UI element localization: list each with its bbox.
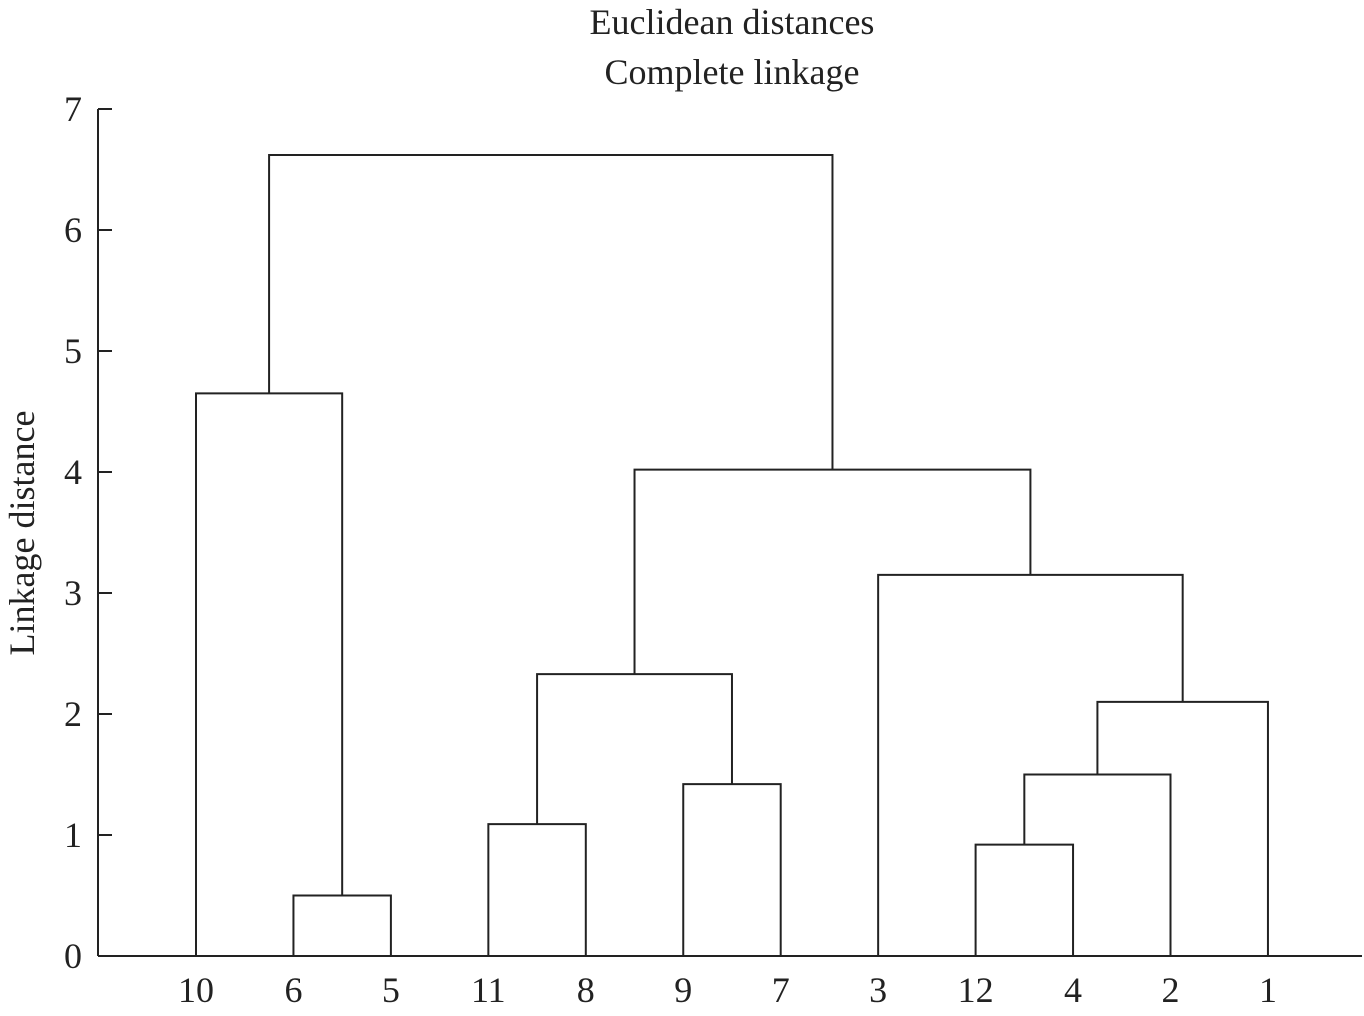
leaf-label: 6 — [284, 970, 302, 1010]
chart-subtitle: Complete linkage — [605, 52, 860, 92]
dendrogram-links — [195, 153, 1269, 956]
y-axis-ticks: 0 1 2 3 4 5 6 7 — [64, 89, 112, 976]
dendrogram-link — [292, 894, 392, 956]
dendrogram-link — [487, 823, 587, 956]
leaf-label: 7 — [772, 970, 790, 1010]
chart-title: Euclidean distances — [590, 2, 875, 42]
y-tick-label: 3 — [64, 573, 82, 613]
dendrogram-link — [633, 468, 1032, 675]
dendrogram-link — [974, 843, 1075, 956]
dendrogram-link — [682, 783, 782, 956]
axes — [97, 109, 1362, 957]
leaf-label: 1 — [1259, 970, 1277, 1010]
y-axis-label: Linkage distance — [2, 411, 42, 656]
y-tick-label: 7 — [64, 89, 82, 129]
dendrogram-link — [195, 392, 344, 956]
dendrogram-link — [536, 673, 733, 825]
leaf-label: 4 — [1064, 970, 1082, 1010]
leaf-labels: 10 6 5 11 8 9 7 3 12 4 2 1 — [178, 970, 1277, 1010]
leaf-label: 3 — [869, 970, 887, 1010]
leaf-label: 2 — [1162, 970, 1180, 1010]
y-tick-label: 0 — [64, 936, 82, 976]
y-tick-label: 1 — [64, 815, 82, 855]
dendrogram-link — [1096, 700, 1269, 956]
leaf-label: 11 — [471, 970, 506, 1010]
y-tick-label: 4 — [64, 452, 82, 492]
leaf-label: 10 — [178, 970, 214, 1010]
leaf-label: 9 — [674, 970, 692, 1010]
y-tick-label: 2 — [64, 694, 82, 734]
dendrogram-link — [268, 153, 834, 470]
leaf-label: 12 — [958, 970, 994, 1010]
leaf-label: 8 — [577, 970, 595, 1010]
dendrogram-link — [877, 573, 1184, 956]
leaf-label: 5 — [382, 970, 400, 1010]
y-tick-label: 5 — [64, 331, 82, 371]
y-tick-label: 6 — [64, 210, 82, 250]
dendrogram-link — [1023, 773, 1172, 956]
